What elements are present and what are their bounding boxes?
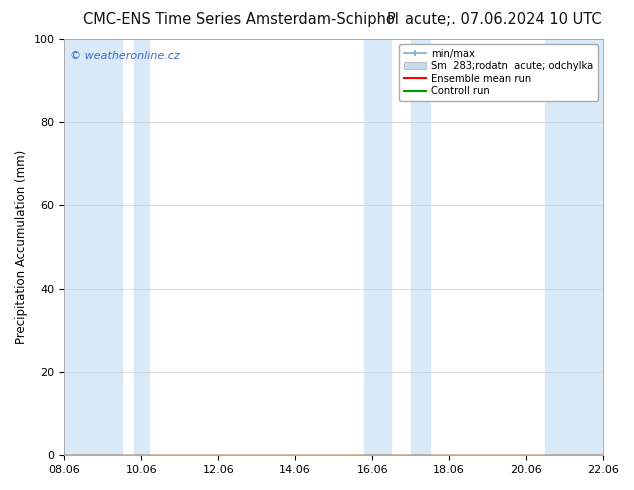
Bar — [545, 39, 603, 455]
Bar — [365, 39, 391, 455]
Legend: min/max, Sm  283;rodatn  acute; odchylka, Ensemble mean run, Controll run: min/max, Sm 283;rodatn acute; odchylka, … — [399, 44, 598, 101]
Bar — [134, 39, 149, 455]
Text: P  acute;. 07.06.2024 10 UTC: P acute;. 07.06.2024 10 UTC — [387, 12, 602, 27]
Bar — [411, 39, 430, 455]
Text: CMC-ENS Time Series Amsterdam-Schiphol: CMC-ENS Time Series Amsterdam-Schiphol — [83, 12, 399, 27]
Text: © weatheronline.cz: © weatheronline.cz — [70, 51, 179, 61]
Bar — [64, 39, 122, 455]
Y-axis label: Precipitation Accumulation (mm): Precipitation Accumulation (mm) — [15, 150, 28, 344]
